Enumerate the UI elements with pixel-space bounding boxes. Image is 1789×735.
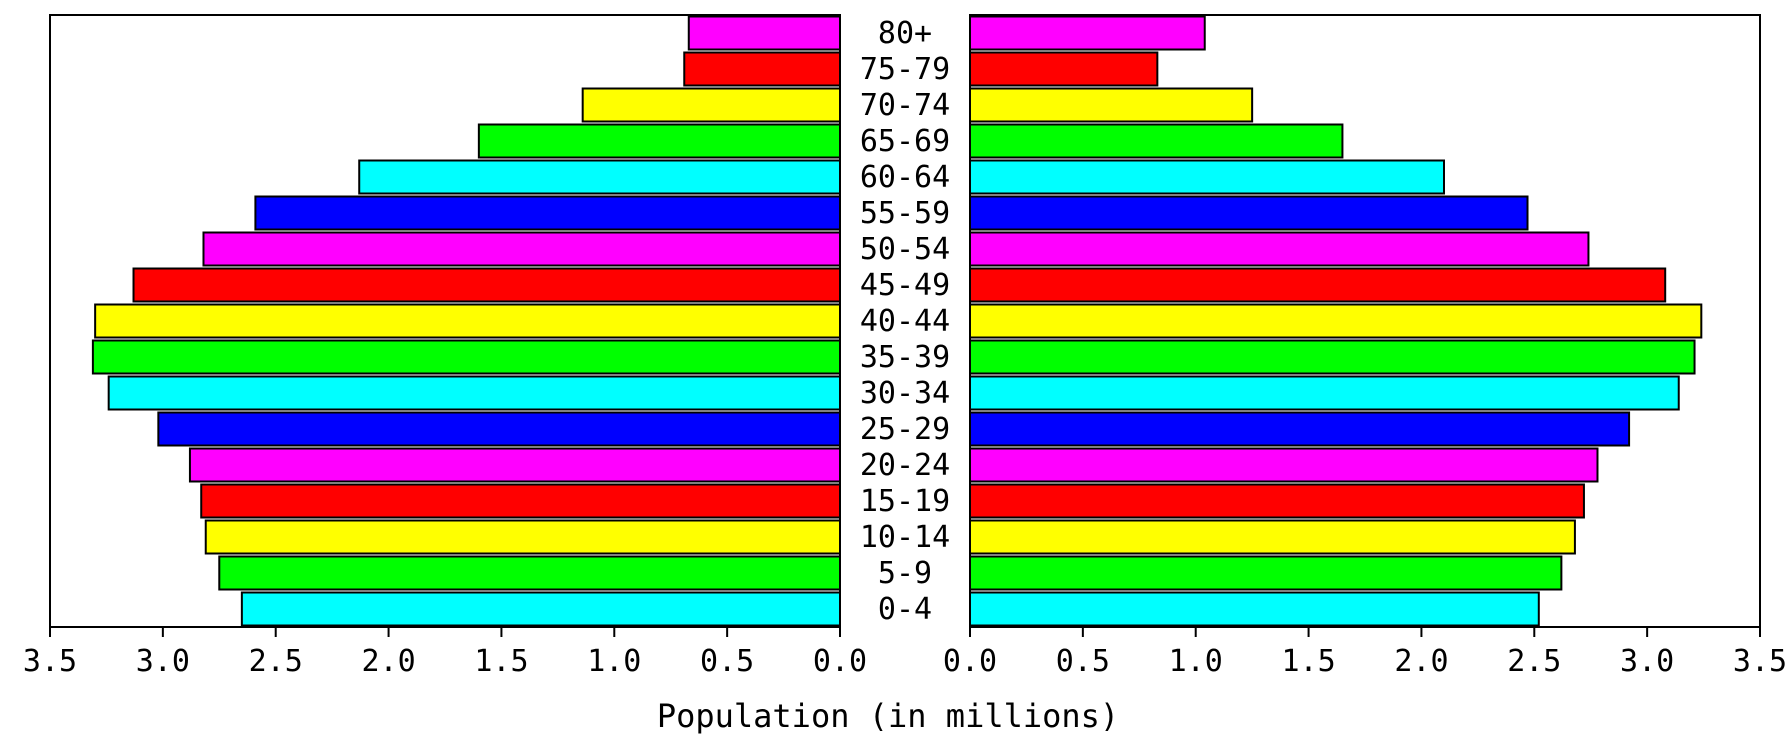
left-bar-55-59 (254, 195, 841, 231)
age-label-30-34: 30-34 (860, 376, 950, 411)
left-tick-label-2.5: 2.5 (249, 644, 303, 679)
left-bar-40-44 (94, 303, 841, 339)
left-bar-30-34 (107, 375, 841, 411)
age-label-45-49: 45-49 (860, 268, 950, 303)
age-label-70-74: 70-74 (860, 88, 950, 123)
age-label-55-59: 55-59 (860, 196, 950, 231)
right-tick-label-2.0: 2.0 (1394, 644, 1448, 679)
age-label-80+: 80+ (878, 16, 932, 51)
right-bar-70-74 (969, 87, 1254, 123)
left-bar-70-74 (581, 87, 842, 123)
right-tick-label-0.5: 0.5 (1056, 644, 1110, 679)
left-bar-80+ (687, 15, 841, 51)
left-bar-75-79 (683, 51, 841, 87)
right-tick-label-3.0: 3.0 (1620, 644, 1674, 679)
right-bar-60-64 (969, 159, 1445, 195)
left-bar-0-4 (240, 591, 842, 627)
left-panel: 0.0 0.5 1.0 1.5 2.0 2.5 3.0 3.5 (23, 14, 867, 679)
left-bar-5-9 (218, 555, 842, 591)
right-bar-50-54 (969, 231, 1590, 267)
right-bar-40-44 (969, 303, 1703, 339)
right-bar-55-59 (969, 195, 1529, 231)
left-bar-10-14 (204, 519, 841, 555)
age-labels: 80+75-7970-7465-6960-6455-5950-5445-4940… (860, 16, 950, 627)
x-axis-title: Population (in millions) (657, 697, 1119, 735)
age-label-65-69: 65-69 (860, 124, 950, 159)
right-bar-25-29 (969, 411, 1631, 447)
left-tick-label-3.5: 3.5 (23, 644, 77, 679)
right-bar-10-14 (969, 519, 1576, 555)
left-tick-label-3.0: 3.0 (136, 644, 190, 679)
age-label-0-4: 0-4 (878, 592, 932, 627)
age-label-10-14: 10-14 (860, 520, 950, 555)
left-bar-50-54 (202, 231, 841, 267)
left-bar-60-64 (358, 159, 841, 195)
age-label-60-64: 60-64 (860, 160, 950, 195)
left-bar-35-39 (91, 339, 841, 375)
left-tick-label-0.5: 0.5 (700, 644, 754, 679)
age-label-35-39: 35-39 (860, 340, 950, 375)
left-bar-15-19 (200, 483, 841, 519)
left-bar-45-49 (132, 267, 841, 303)
right-bar-45-49 (969, 267, 1667, 303)
left-bar-25-29 (157, 411, 842, 447)
left-bar-20-24 (188, 447, 841, 483)
right-tick-label-0.0: 0.0 (943, 644, 997, 679)
age-label-40-44: 40-44 (860, 304, 950, 339)
right-tick-label-1.0: 1.0 (1169, 644, 1223, 679)
right-bar-15-19 (969, 483, 1585, 519)
age-label-5-9: 5-9 (878, 556, 932, 591)
right-bar-30-34 (969, 375, 1680, 411)
right-bar-75-79 (969, 51, 1159, 87)
left-tick-label-2.0: 2.0 (361, 644, 415, 679)
right-bar-20-24 (969, 447, 1599, 483)
right-bar-65-69 (969, 123, 1344, 159)
age-label-20-24: 20-24 (860, 448, 950, 483)
age-label-15-19: 15-19 (860, 484, 950, 519)
age-label-25-29: 25-29 (860, 412, 950, 447)
left-tick-label-1.0: 1.0 (587, 644, 641, 679)
right-bar-80+ (969, 15, 1206, 51)
left-tick-label-0.0: 0.0 (813, 644, 867, 679)
left-bar-65-69 (477, 123, 841, 159)
right-bar-0-4 (969, 591, 1540, 627)
right-tick-label-3.5: 3.5 (1733, 644, 1787, 679)
age-label-75-79: 75-79 (860, 52, 950, 87)
right-bar-5-9 (969, 555, 1563, 591)
right-panel: 0.0 0.5 1.0 1.5 2.0 2.5 3.0 3.5 (943, 14, 1787, 679)
right-tick-label-1.5: 1.5 (1281, 644, 1335, 679)
right-tick-label-2.5: 2.5 (1507, 644, 1561, 679)
right-bar-35-39 (969, 339, 1696, 375)
left-tick-label-1.5: 1.5 (474, 644, 528, 679)
age-label-50-54: 50-54 (860, 232, 950, 267)
